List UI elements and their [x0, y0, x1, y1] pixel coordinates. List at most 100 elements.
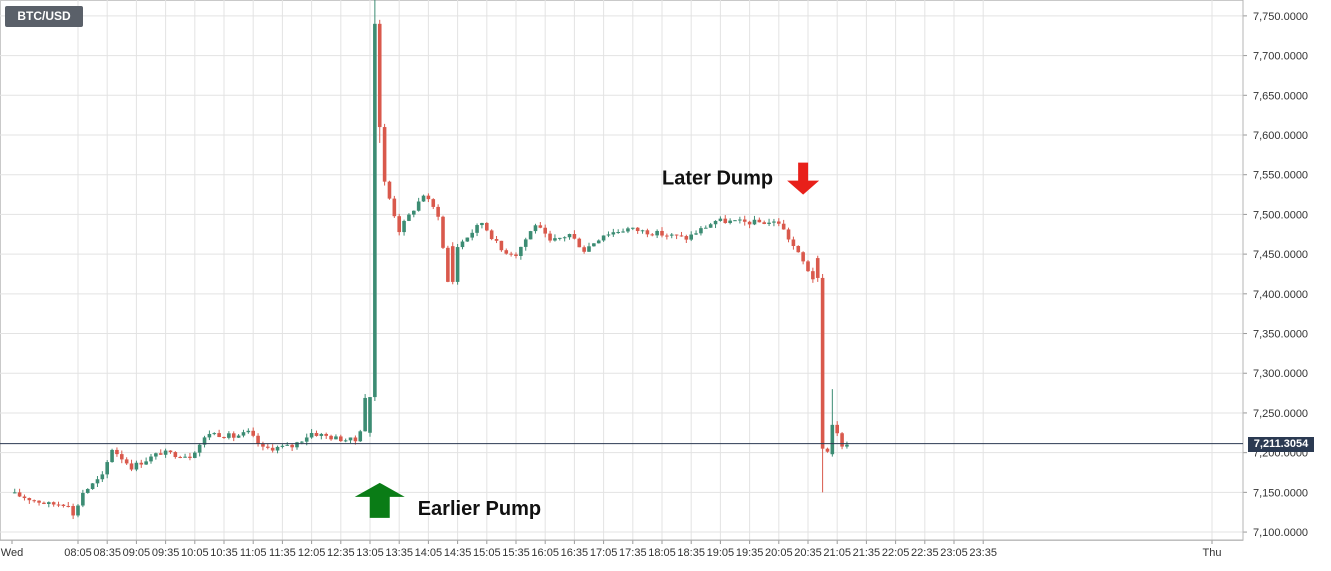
- candle: [767, 218, 771, 227]
- candle: [791, 236, 796, 250]
- candle: [601, 235, 606, 242]
- x-tick-label: 11:35: [269, 547, 296, 559]
- candle: [382, 123, 387, 186]
- candle: [246, 428, 251, 434]
- candle: [650, 232, 655, 237]
- candle: [465, 237, 470, 242]
- annotation-layer: Earlier Pump Later Dump: [354, 162, 820, 520]
- x-tick-label: 09:35: [152, 547, 180, 559]
- candle: [762, 220, 766, 225]
- candle: [450, 242, 455, 285]
- candle: [781, 219, 786, 230]
- candle: [592, 243, 596, 247]
- candle: [455, 243, 460, 285]
- candle: [470, 229, 474, 241]
- candle: [811, 267, 815, 283]
- candle: [499, 240, 504, 252]
- candle: [441, 215, 445, 249]
- candle: [144, 457, 148, 465]
- candle: [358, 429, 363, 442]
- annotation-label: Later Dump: [662, 168, 773, 190]
- candle: [280, 444, 285, 449]
- candle: [402, 219, 406, 236]
- candle: [485, 222, 489, 232]
- candle: [158, 449, 163, 455]
- candle: [655, 229, 659, 239]
- candle: [51, 501, 56, 507]
- candle: [543, 224, 547, 238]
- arrow-down-icon: [787, 162, 820, 195]
- x-tick-label: 20:05: [765, 547, 793, 559]
- candle: [173, 451, 178, 459]
- axis-layer: 7,100.00007,150.00007,200.00007,250.0000…: [0, 0, 1308, 559]
- candle: [825, 447, 830, 453]
- candle: [830, 389, 835, 457]
- candle: [227, 431, 231, 440]
- x-tick-label: 22:05: [882, 547, 910, 559]
- candle: [640, 229, 645, 234]
- x-tick-label: 13:35: [385, 547, 413, 559]
- candle: [460, 239, 465, 250]
- candle: [796, 245, 801, 253]
- x-tick-label: 08:05: [64, 547, 92, 559]
- candle: [480, 222, 484, 229]
- candle: [645, 228, 650, 238]
- x-tick-label: 22:35: [911, 547, 939, 559]
- y-tick-label: 7,650.0000: [1253, 90, 1308, 102]
- candle: [752, 215, 757, 226]
- candle: [475, 223, 479, 237]
- candle: [708, 222, 713, 228]
- candle: [806, 260, 810, 272]
- candle: [266, 443, 270, 450]
- x-tick-label: 09:05: [123, 547, 151, 559]
- x-tick-label: 16:05: [531, 547, 559, 559]
- candle: [738, 216, 742, 224]
- candle: [777, 218, 781, 227]
- candle: [606, 231, 611, 238]
- candle: [577, 237, 582, 248]
- candle: [519, 246, 523, 260]
- candle: [17, 488, 22, 498]
- y-tick-label: 7,700.0000: [1253, 51, 1308, 63]
- candle: [66, 502, 71, 508]
- candle: [197, 443, 202, 457]
- candle: [334, 434, 338, 440]
- candle: [431, 198, 436, 210]
- candle: [820, 273, 825, 493]
- y-tick-label: 7,600.0000: [1253, 130, 1308, 142]
- candle: [494, 235, 499, 244]
- candle: [71, 503, 75, 520]
- candle: [309, 429, 314, 439]
- candle: [562, 236, 567, 242]
- candle: [377, 19, 382, 143]
- candle: [251, 427, 255, 438]
- candle: [504, 248, 509, 255]
- candle: [47, 501, 51, 508]
- candle: [32, 499, 36, 503]
- candle: [587, 242, 591, 252]
- candle: [446, 245, 450, 283]
- candle-layer: [12, 0, 849, 520]
- candle: [509, 251, 513, 257]
- candle: [115, 447, 119, 457]
- candle: [407, 213, 411, 222]
- candle: [538, 222, 543, 229]
- candle: [747, 220, 752, 229]
- candle: [61, 504, 66, 508]
- x-tick-label: 21:05: [823, 547, 851, 559]
- x-tick-label: 15:05: [473, 547, 501, 559]
- candle: [528, 230, 533, 240]
- candle: [704, 225, 708, 229]
- x-tick-label: 12:05: [298, 547, 326, 559]
- candle: [436, 204, 440, 221]
- candle: [713, 220, 718, 229]
- candle: [426, 193, 431, 203]
- candle: [149, 453, 153, 464]
- candle: [124, 457, 129, 465]
- symbol-label[interactable]: BTC/USD: [5, 6, 83, 27]
- candle: [154, 452, 158, 460]
- x-tick-label: 15:35: [502, 547, 530, 559]
- candle: [553, 234, 557, 242]
